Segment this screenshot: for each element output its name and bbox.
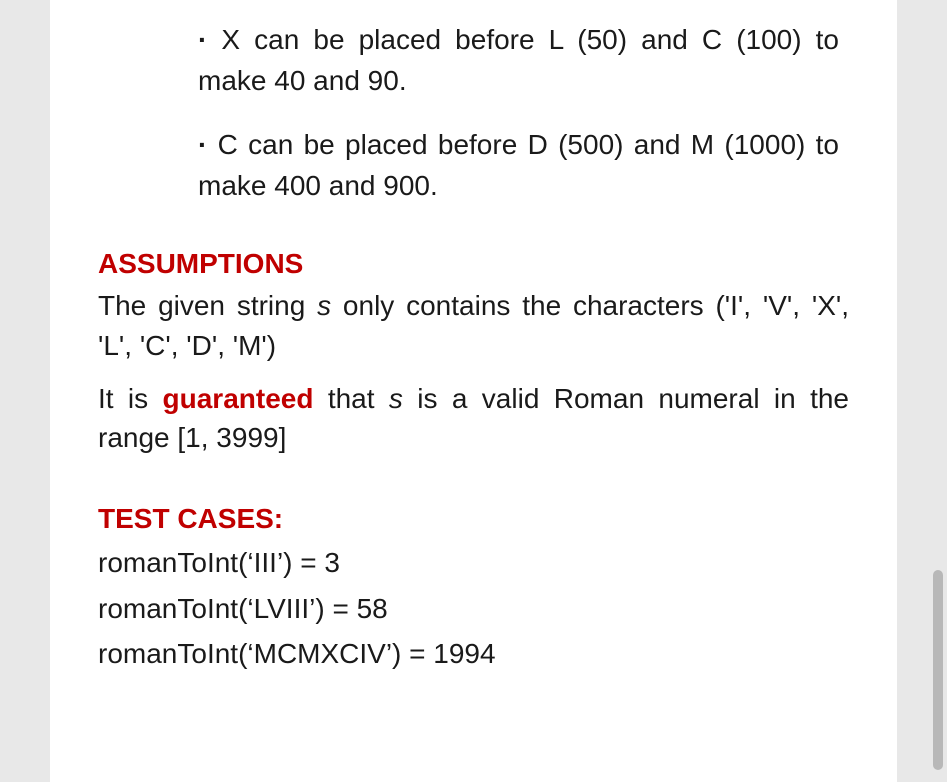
var-s: s xyxy=(317,290,331,321)
var-s: s xyxy=(389,383,403,414)
guaranteed-word: guaranteed xyxy=(163,383,314,414)
assumptions-heading: ASSUMPTIONS xyxy=(98,248,849,280)
text-fragment: that xyxy=(313,383,388,414)
bullet-item-c: C can be placed before D (500) and M (10… xyxy=(198,125,839,206)
testcases-heading: TEST CASES: xyxy=(98,503,849,535)
bullet-text: X can be placed before L (50) and C (100… xyxy=(198,24,839,96)
text-fragment: The given string xyxy=(98,290,317,321)
testcase-2: romanToInt(‘LVIII’) = 58 xyxy=(98,587,849,630)
testcase-3: romanToInt(‘MCMXCIV’) = 1994 xyxy=(98,632,849,675)
bullet-item-x: X can be placed before L (50) and C (100… xyxy=(198,20,839,101)
bullet-text: C can be placed before D (500) and M (10… xyxy=(198,129,839,201)
text-fragment: It is xyxy=(98,383,163,414)
testcase-1: romanToInt(‘III’) = 3 xyxy=(98,541,849,584)
scrollbar-thumb[interactable] xyxy=(933,570,943,770)
assumption-line-2: It is guaranteed that s is a valid Roman… xyxy=(98,379,849,457)
document-page: X can be placed before L (50) and C (100… xyxy=(50,0,897,782)
assumption-line-1: The given string s only contains the cha… xyxy=(98,286,849,364)
